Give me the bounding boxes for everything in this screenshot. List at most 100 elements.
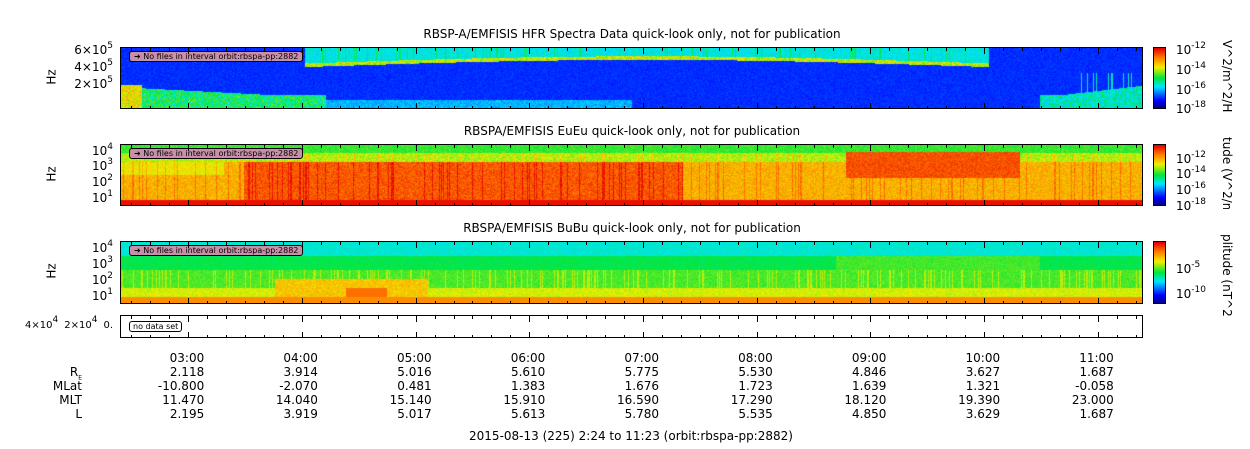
x-tick-mark: [718, 335, 720, 338]
x-tick-mark: [851, 145, 853, 148]
bubu-spectrogram: ➜ No files in interval orbit:rbspa-pp:28…: [120, 241, 1143, 304]
x-tick-mark: [264, 48, 266, 51]
ephem-mlat-value: -10.800: [157, 379, 205, 393]
x-tick-mark: [1022, 145, 1024, 148]
ephem-mlt-value: 23.000: [1071, 393, 1114, 407]
x-tick-mark: [377, 301, 379, 304]
panel2-title: RBSPA/EMFISIS EuEu quick-look only, not …: [463, 124, 801, 138]
x-tick-mark: [984, 48, 986, 54]
x-tick-mark: [946, 145, 948, 148]
x-tick-mark: [1078, 203, 1080, 206]
x-tick-mark: [510, 316, 512, 319]
x-tick-mark: [301, 242, 303, 248]
x-tick-mark: [377, 145, 379, 148]
x-tick-mark: [870, 200, 872, 206]
x-tick-mark: [794, 242, 796, 245]
x-tick-mark: [415, 48, 417, 54]
x-tick-mark: [1040, 242, 1042, 245]
x-tick-mark: [889, 316, 891, 319]
x-tick-mark: [775, 316, 777, 319]
x-tick-mark: [737, 203, 739, 206]
x-tick-mark: [718, 145, 720, 148]
x-tick-mark: [529, 242, 531, 248]
ephem-mlat-value: 1.676: [624, 379, 660, 393]
x-tick-mark: [377, 48, 379, 51]
x-tick-mark: [586, 301, 588, 304]
x-tick-mark: [832, 145, 834, 148]
x-tick-mark: [851, 48, 853, 51]
x-tick-mark: [282, 242, 284, 245]
x-tick-mark: [624, 316, 626, 319]
hfr-spectrogram: ➜ No files in interval orbit:rbspa-pp:28…: [120, 47, 1143, 109]
x-tick-mark: [661, 316, 663, 319]
x-tick-mark: [813, 106, 815, 109]
empty-panel: no data set: [120, 315, 1143, 338]
x-tick-mark: [339, 316, 341, 319]
x-tick-mark: [984, 332, 986, 338]
x-tick-mark: [965, 242, 967, 245]
x-tick-mark: [358, 48, 360, 51]
x-tick-mark: [282, 335, 284, 338]
ephem-r-value: 3.627: [965, 365, 1001, 379]
x-tick-mark: [1003, 106, 1005, 109]
x-tick-mark: [1078, 335, 1080, 338]
x-tick-mark: [264, 335, 266, 338]
x-tick-mark: [851, 316, 853, 319]
x-tick-mark: [245, 335, 247, 338]
x-tick-mark: [870, 316, 872, 322]
x-tick-mark: [699, 335, 701, 338]
x-tick-mark: [491, 106, 493, 109]
x-tick-mark: [1022, 242, 1024, 245]
x-tick-mark: [207, 106, 209, 109]
x-tick-mark: [756, 200, 758, 206]
x-tick-mark: [264, 316, 266, 319]
x-tick-mark: [605, 48, 607, 51]
x-tick-mark: [946, 316, 948, 319]
colorbar-hfr-label: V^2/m^2/Hz: [1220, 40, 1234, 112]
x-tick-mark: [377, 106, 379, 109]
x-tick-mark: [548, 203, 550, 206]
x-tick-mark: [718, 242, 720, 245]
x-tick-mark: [264, 145, 266, 148]
x-tick-mark: [320, 301, 322, 304]
ytick: 2×104: [64, 315, 98, 332]
x-tick-mark: [889, 301, 891, 304]
x-tick-mark: [529, 298, 531, 304]
x-tick-mark: [927, 203, 929, 206]
x-tick-mark: [453, 316, 455, 319]
x-tick-mark: [908, 203, 910, 206]
x-tick-mark: [813, 48, 815, 51]
x-tick-mark: [643, 332, 645, 338]
colorbar-bubu: [1153, 241, 1166, 304]
ytick: 6×105: [74, 41, 113, 57]
ytick: 103: [91, 255, 113, 271]
x-tick-mark: [1040, 301, 1042, 304]
x-tick-mark: [320, 242, 322, 245]
x-tick-mark: [794, 106, 796, 109]
x-tick-mark: [150, 316, 152, 319]
x-tick-mark: [870, 332, 872, 338]
x-tick-mark: [339, 242, 341, 245]
x-tick-mark: [1097, 332, 1099, 338]
x-tick-mark: [1059, 316, 1061, 319]
ephem-l-value: 3.629: [965, 407, 1001, 421]
x-tick-mark: [567, 106, 569, 109]
x-tick-mark: [832, 203, 834, 206]
x-tick-mark: [965, 316, 967, 319]
x-tick-mark: [510, 203, 512, 206]
x-tick-mark: [586, 242, 588, 245]
x-tick-mark: [358, 316, 360, 319]
x-tick-mark: [226, 145, 228, 148]
x-tick-mark: [1022, 48, 1024, 51]
x-tick-mark: [1116, 301, 1118, 304]
x-tick-mark: [1059, 48, 1061, 51]
ephem-mlat-value: 0.481: [397, 379, 432, 393]
x-tick-mark: [188, 200, 190, 206]
x-tick-mark: [1097, 242, 1099, 248]
x-tick-mark: [1040, 106, 1042, 109]
x-tick-mark: [927, 316, 929, 319]
cbtick: 10-12: [1176, 41, 1206, 57]
ephem-label-re: RE: [69, 365, 82, 382]
x-tick-mark: [567, 145, 569, 148]
x-tick-mark: [832, 242, 834, 245]
